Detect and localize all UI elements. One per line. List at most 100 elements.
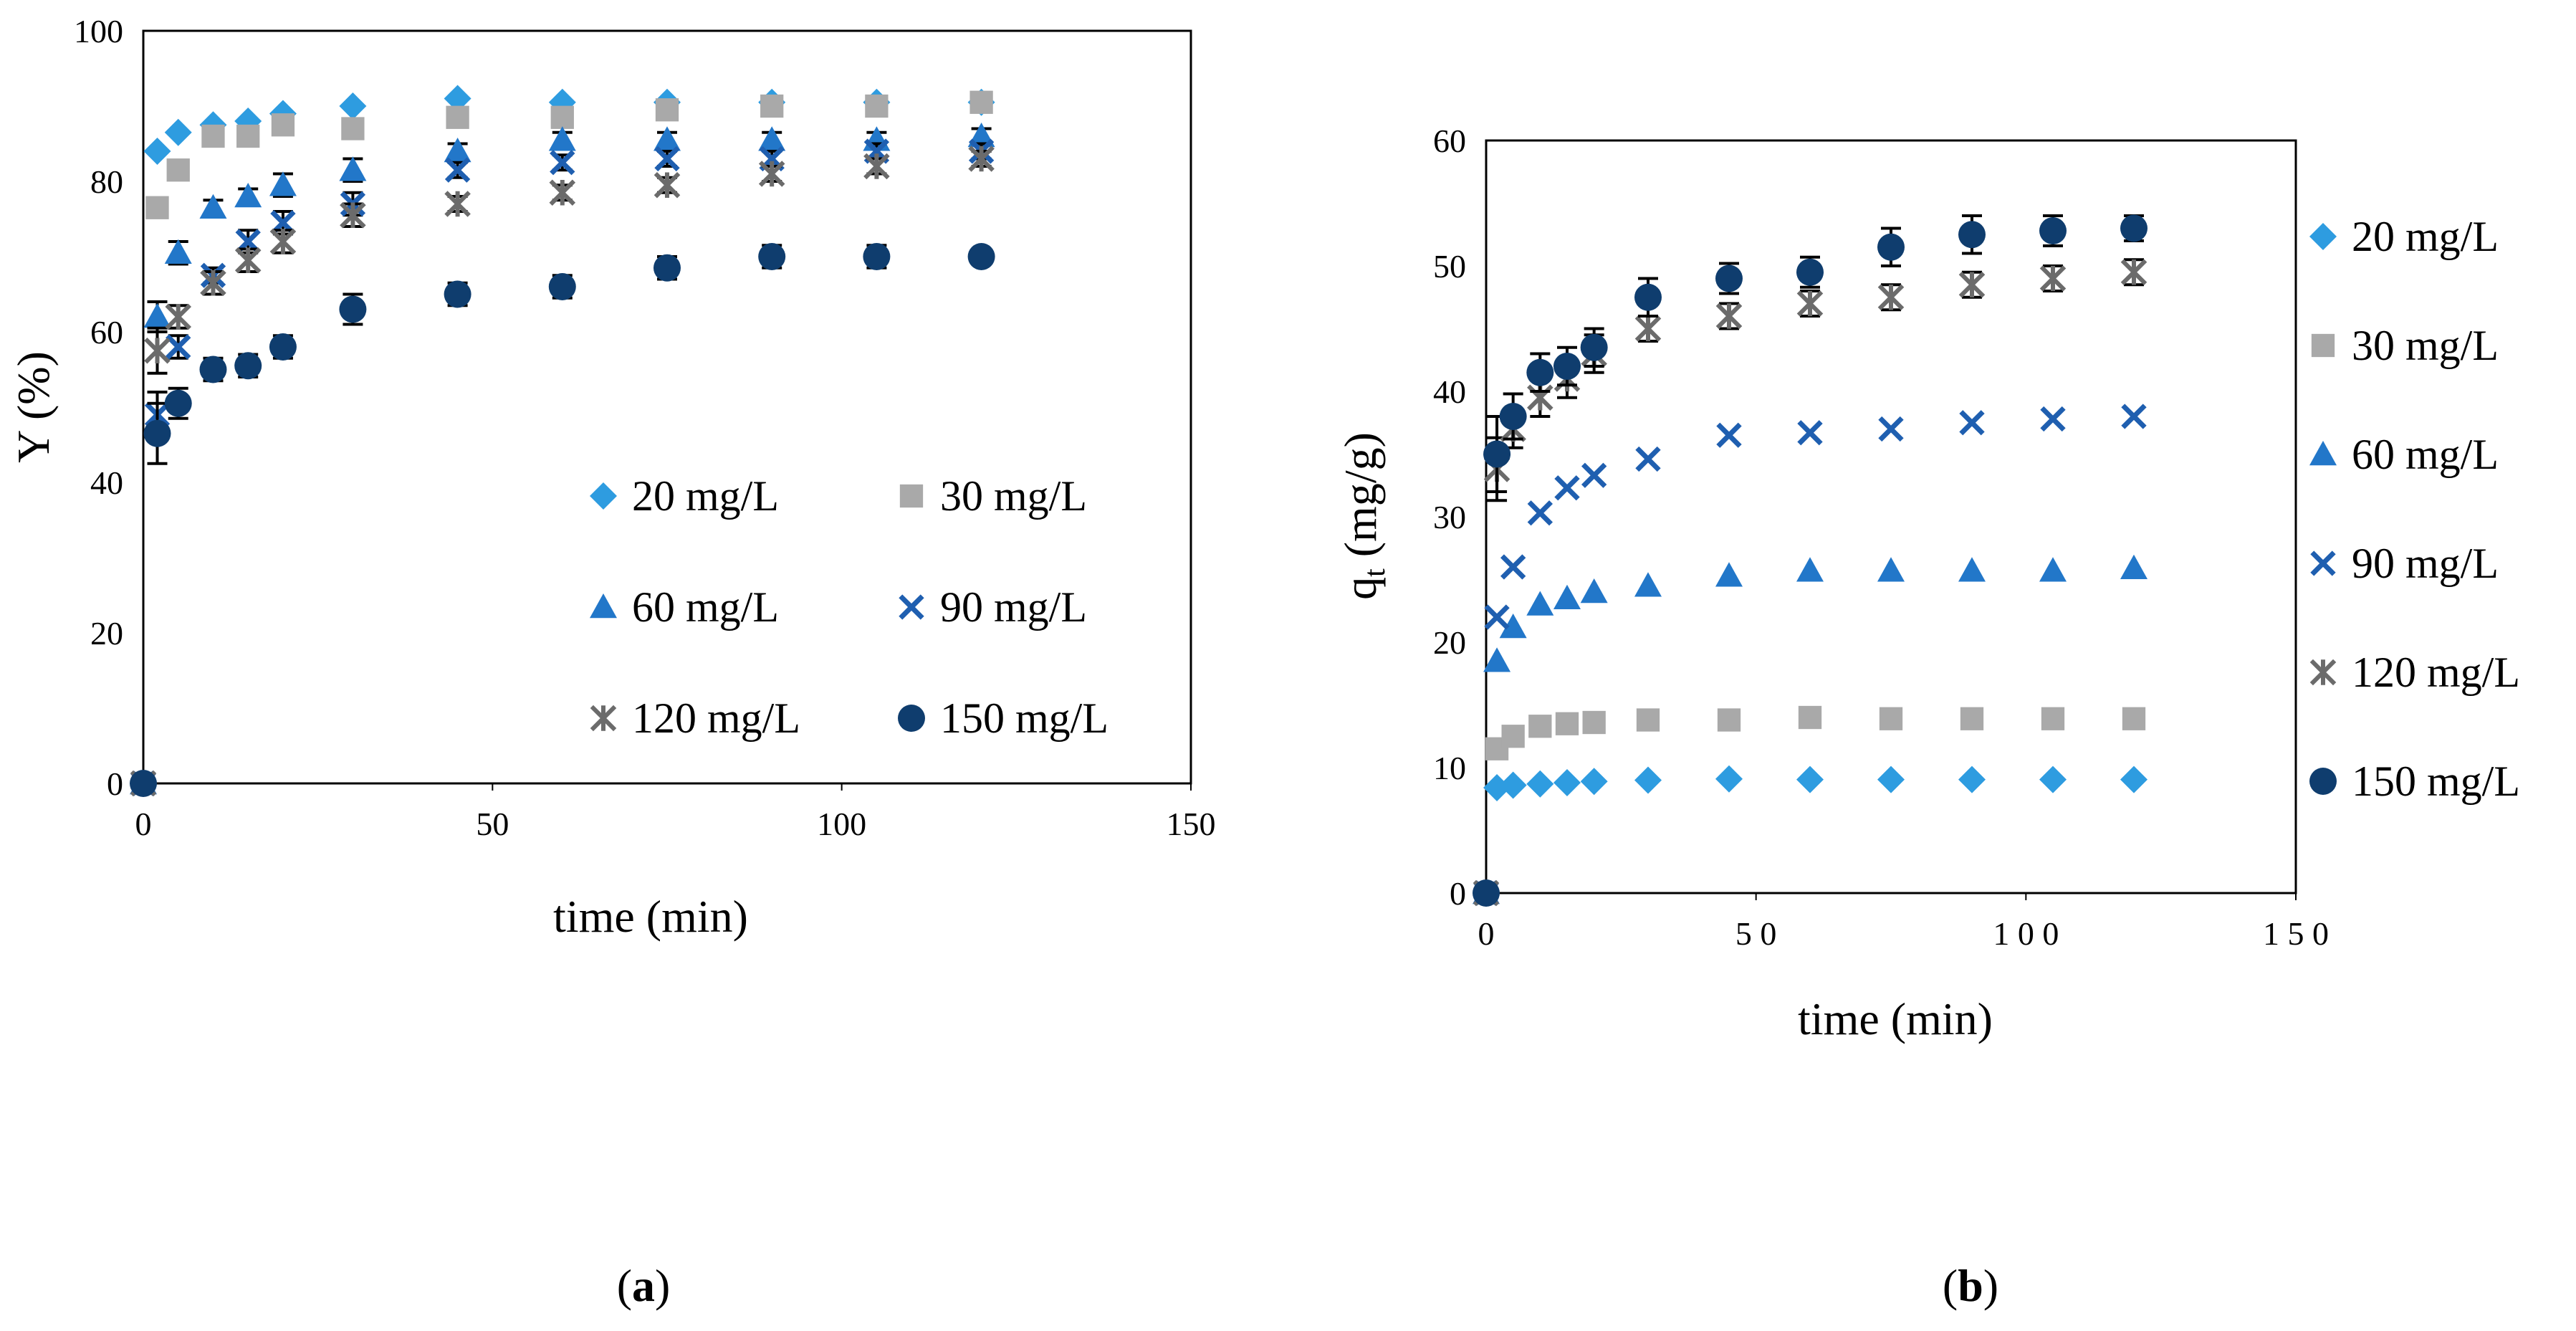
plot-area-a [142, 29, 1192, 785]
data-point [1798, 705, 1822, 730]
data-point [164, 389, 192, 417]
data-b [1473, 214, 2148, 907]
panel-a: 0 50 100 150 0 20 40 60 80 100 20 mg/L 30 mg/L 60 m… [8, 13, 1216, 1311]
data-point [549, 179, 576, 206]
y-tick-label: 10 [1433, 750, 1466, 786]
x-tick-label: 150 [1167, 806, 1216, 842]
data-point [548, 126, 576, 151]
data-point [653, 254, 681, 282]
data-point [2120, 214, 2148, 242]
data-point [968, 145, 995, 172]
legend-marker [590, 482, 617, 510]
legend-b: 20 mg/L 30 mg/L 60 mg/L 90 mg/L 120 mg/L 150 … [2309, 213, 2520, 805]
data-point [1580, 768, 1608, 796]
legend-item: 90 mg/L [899, 583, 1087, 631]
data-point [1499, 771, 1527, 799]
data-point [1526, 358, 1554, 386]
data-point [1877, 284, 1905, 311]
data-point [1960, 707, 1984, 730]
legend-item: 120 mg/L [590, 695, 800, 742]
data-a [130, 85, 995, 797]
data-point [1553, 353, 1581, 380]
data-point [967, 243, 995, 270]
data-point [655, 98, 679, 122]
series-120-mg-l [130, 145, 995, 797]
legend-marker [2311, 333, 2335, 358]
data-point [199, 356, 227, 383]
legend-marker [590, 705, 617, 732]
series-150-mg-l [130, 243, 995, 797]
data-point [2120, 259, 2148, 286]
data-point [269, 171, 297, 196]
data-point [1527, 500, 1553, 526]
data-point [1555, 712, 1579, 735]
data-point [653, 126, 681, 151]
legend-item: 60 mg/L [590, 583, 779, 631]
data-point [444, 138, 471, 163]
data-point [550, 105, 574, 129]
data-point [2041, 707, 2065, 730]
y-tick-label: 20 [1433, 624, 1466, 661]
data-point [446, 105, 469, 129]
data-point [145, 196, 169, 219]
legend-label: 150 mg/L [2352, 758, 2520, 805]
panel-b: 0 5 0 1 0 0 1 5 0 0 10 20 30 40 50 60 20 mg/L 30 mg… [1335, 123, 2520, 1311]
legend-marker [2309, 441, 2337, 466]
legend-item: 120 mg/L [2309, 649, 2520, 696]
y-tick-label: 20 [90, 615, 123, 652]
x-tick-label: 1 0 0 [1993, 915, 2059, 952]
data-point [444, 191, 471, 217]
legend-marker [2309, 659, 2337, 686]
x-tick-label: 50 [476, 806, 509, 842]
data-point [236, 124, 260, 148]
data-point [863, 153, 890, 180]
data-point [166, 334, 191, 360]
data-point [269, 333, 297, 361]
data-point [760, 94, 784, 118]
data-point [1553, 584, 1581, 609]
data-point [1634, 572, 1662, 597]
data-point [1635, 446, 1661, 472]
data-point [1553, 769, 1581, 796]
legend-item: 150 mg/L [2309, 758, 2520, 805]
data-point [340, 201, 366, 229]
data-point [1959, 410, 1985, 436]
data-point [1634, 315, 1662, 342]
y-tick-label: 0 [1450, 875, 1466, 912]
legend-item: 150 mg/L [898, 695, 1109, 742]
data-point [1473, 879, 1500, 907]
data-point [143, 303, 171, 328]
data-point [969, 90, 993, 114]
data-point [758, 243, 786, 270]
series-30-mg-l [1474, 705, 2146, 905]
data-point [1877, 233, 1905, 261]
axes-b: 0 5 0 1 0 0 1 5 0 0 10 20 30 40 50 60 [1433, 123, 2329, 952]
data-point [2120, 765, 2148, 793]
y-tick-label: 80 [90, 163, 123, 200]
legend-item: 60 mg/L [2309, 431, 2499, 478]
data-point [271, 113, 295, 137]
x-tick-label: 5 0 [1735, 915, 1777, 952]
data-point [654, 145, 680, 172]
y-tick-label: 40 [1433, 373, 1466, 410]
data-point [339, 295, 367, 323]
legend-item: 90 mg/L [2310, 540, 2499, 587]
legend-a: 20 mg/L 30 mg/L 60 mg/L 90 mg/L 120 mg/L 150 … [590, 472, 1109, 742]
data-point [444, 85, 471, 113]
data-point [1958, 271, 1986, 298]
data-point [1528, 715, 1552, 738]
data-point [164, 118, 192, 146]
legend-label: 120 mg/L [2352, 649, 2520, 696]
axes-a: 0 50 100 150 0 20 40 60 80 100 [74, 13, 1216, 842]
panel-label-b: (b) [1943, 1260, 1998, 1311]
data-point [2120, 554, 2148, 579]
data-point [1717, 708, 1741, 732]
legend-item: 20 mg/L [590, 472, 779, 520]
data-point [653, 171, 681, 199]
data-point [1499, 614, 1527, 639]
y-tick-label: 30 [1433, 499, 1466, 535]
data-point [199, 194, 227, 219]
data-point [2121, 404, 2147, 429]
y-tick-label: 40 [90, 464, 123, 501]
